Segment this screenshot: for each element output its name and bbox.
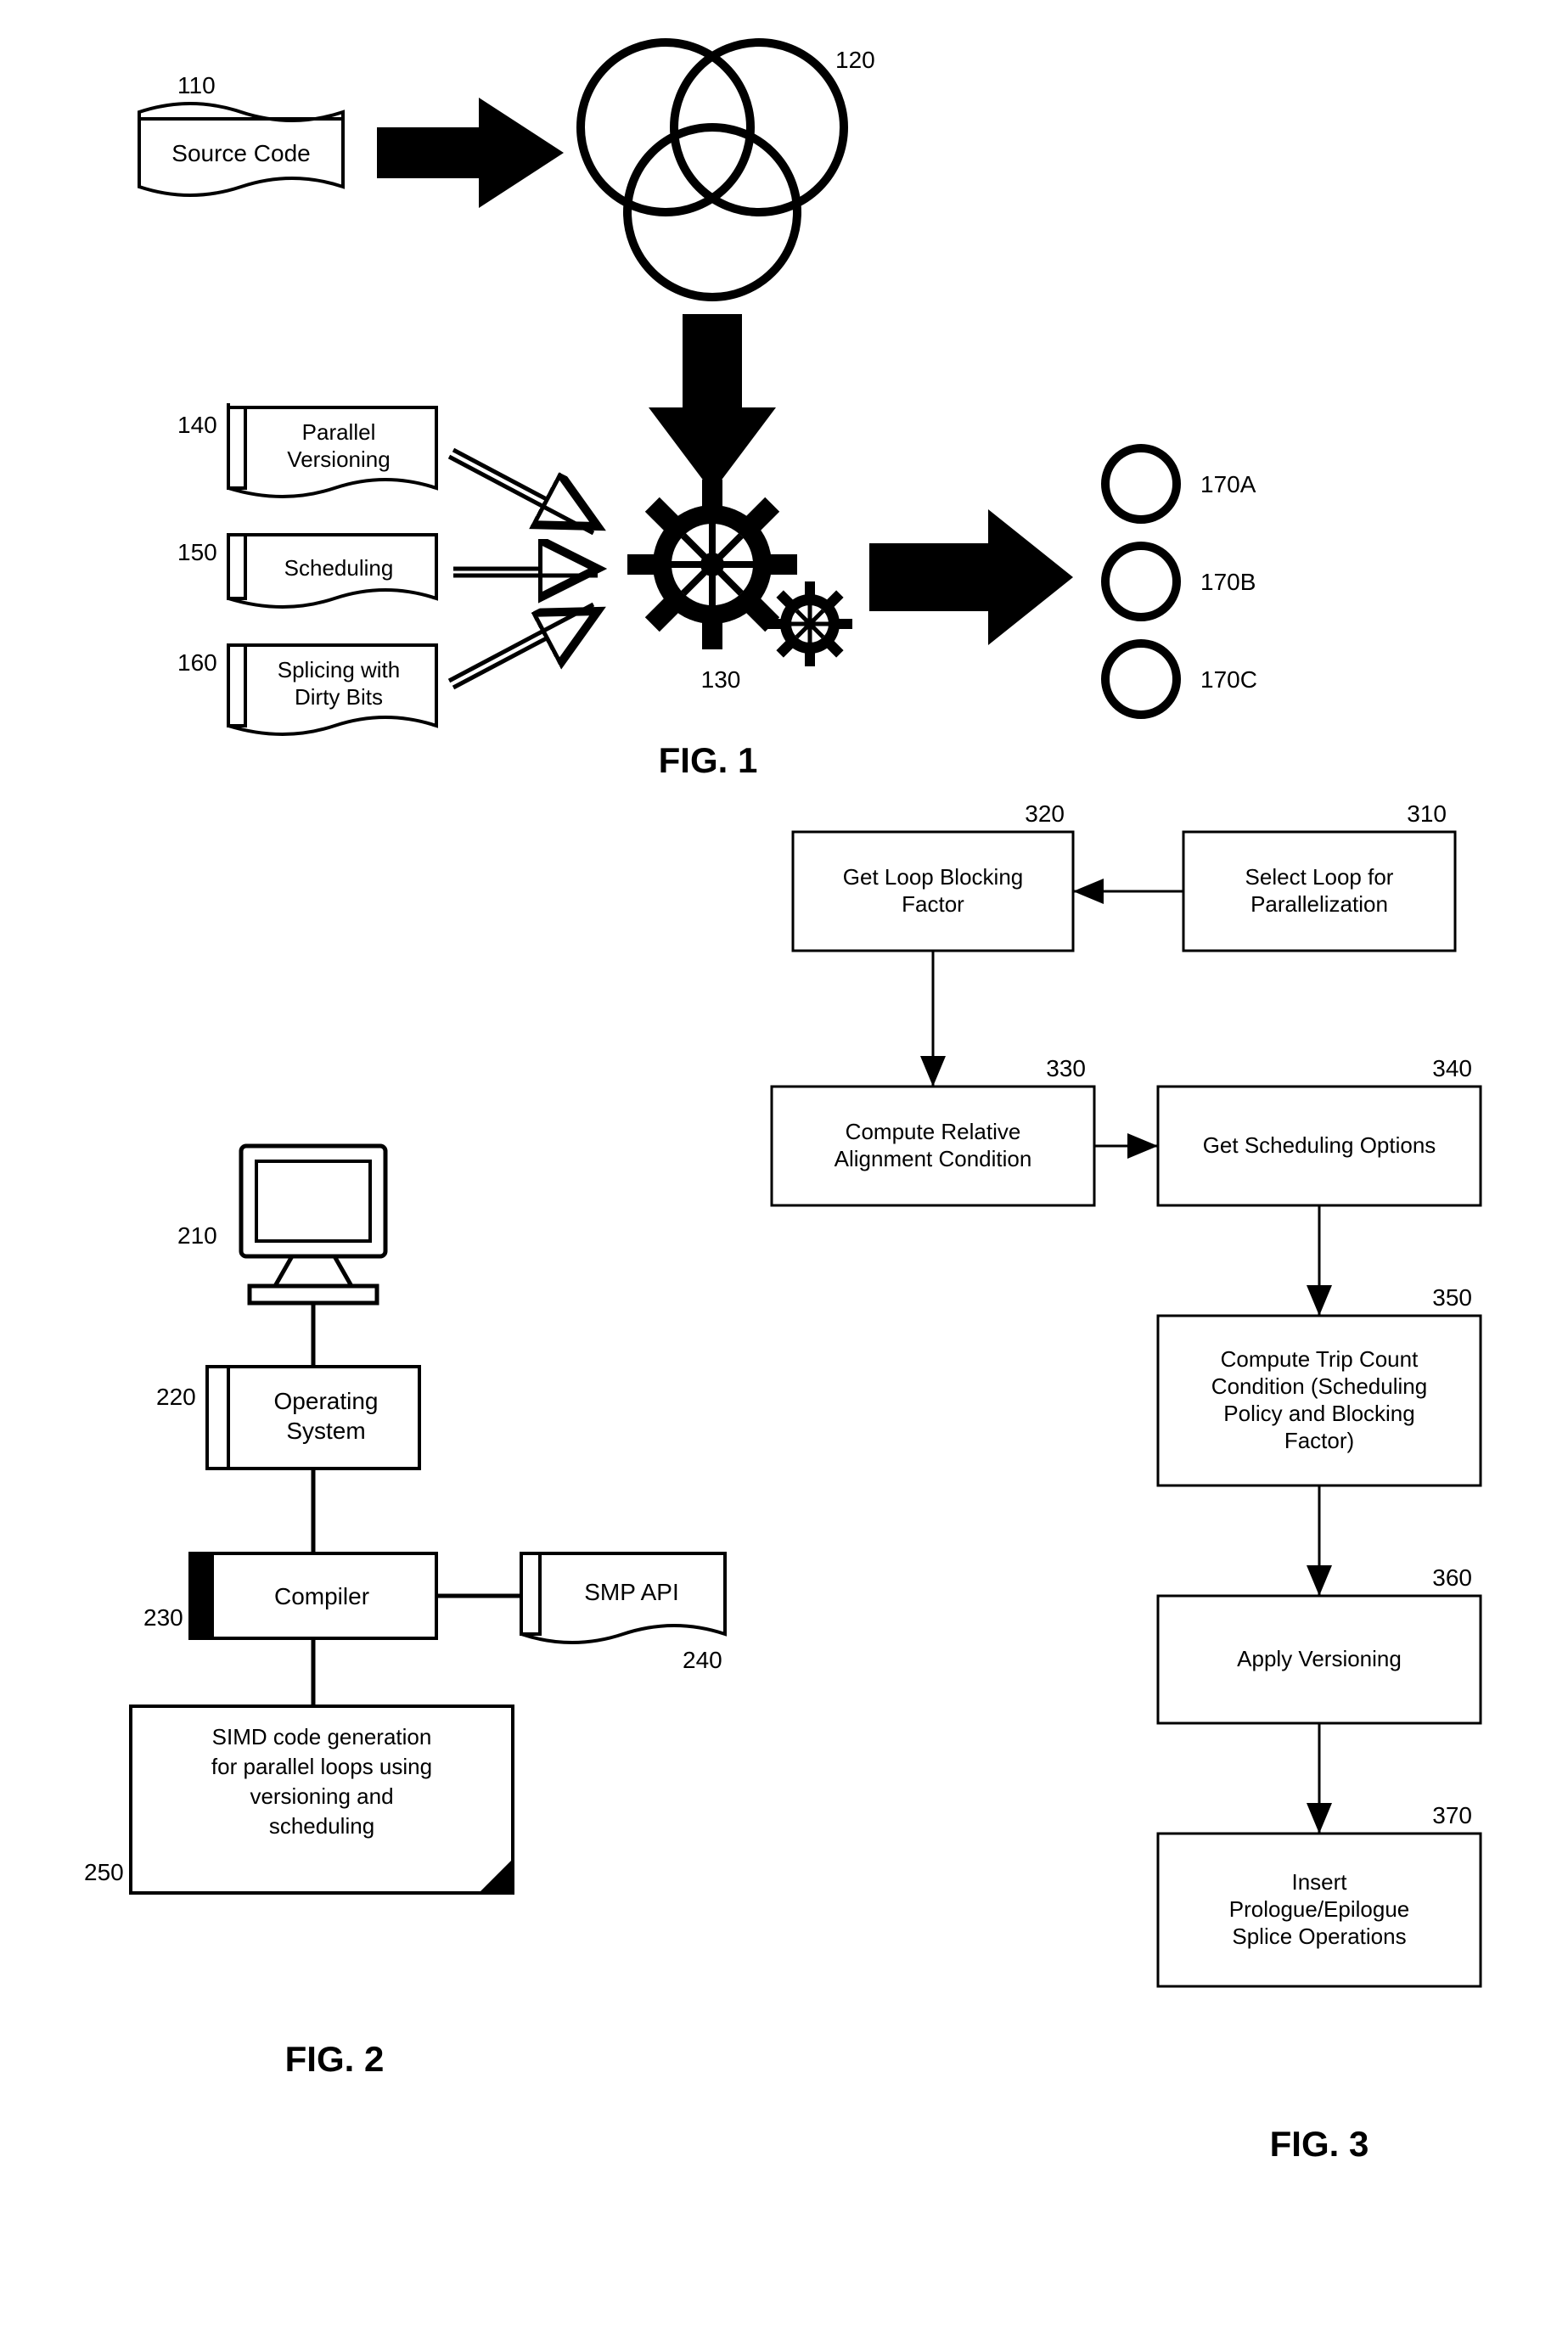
svg-text:Splice Operations: Splice Operations [1232,1924,1406,1949]
input-0-line2: Versioning [287,446,390,472]
svg-text:Select Loop for: Select Loop for [1245,864,1393,890]
svg-text:Get Scheduling Options: Get Scheduling Options [1202,1132,1436,1158]
smp-box: SMP API 240 [521,1553,725,1673]
ref-170b: 170B [1200,569,1256,595]
input-1-label: Scheduling [284,555,393,581]
fig3-node-310: 310 Select Loop forParallelization [1183,800,1455,951]
svg-text:Compute Trip Count: Compute Trip Count [1220,1346,1418,1372]
ref-160: 160 [177,649,217,676]
gears-icon: 130 [592,445,869,693]
svg-text:360: 360 [1432,1564,1472,1591]
ref-150: 150 [177,539,217,565]
fig1-svg: Source Code 110 120 Parallel Versioning … [37,34,1531,798]
svg-text:Operating: Operating [273,1388,378,1414]
fig23-svg: 310 Select Loop forParallelization 320 Get … [37,798,1531,2241]
ref-130: 130 [700,666,740,693]
input-2-line2: Dirty Bits [295,684,383,710]
svg-text:SIMD code generation: SIMD code generation [211,1724,431,1749]
fig3-node-340: 340 Get Scheduling Options [1158,1055,1481,1205]
venn-icon: 120 [581,42,875,297]
svg-text:320: 320 [1025,800,1065,827]
fig1-title: FIG. 1 [658,740,757,780]
svg-text:Policy and Blocking: Policy and Blocking [1223,1401,1414,1426]
svg-text:350: 350 [1432,1284,1472,1311]
svg-text:310: 310 [1407,800,1447,827]
fig2-title: FIG. 2 [284,2039,384,2079]
output-circles: 170A 170B 170C [1105,448,1257,715]
ref-120: 120 [835,47,875,73]
fig3-node-320: 320 Get Loop BlockingFactor [793,800,1073,951]
ref-110: 110 [177,72,216,98]
compiler-label: Compiler [273,1583,368,1609]
input-2-line1: Splicing with [277,657,400,682]
svg-text:Factor: Factor [902,891,964,917]
svg-text:Compute Relative: Compute Relative [845,1119,1020,1144]
arrow-venn-to-gears [649,314,776,492]
arrow-source-to-venn [377,98,564,208]
svg-text:Condition (Scheduling: Condition (Scheduling [1211,1373,1426,1399]
source-code-label: Source Code [171,140,310,166]
os-box: Operating System 220 [156,1367,419,1469]
ref-140: 140 [177,412,217,438]
svg-text:Parallelization: Parallelization [1250,891,1388,917]
arrow-gears-to-outputs [869,509,1073,645]
svg-text:scheduling: scheduling [268,1813,374,1839]
svg-text:Insert: Insert [1291,1869,1347,1895]
ref-240: 240 [683,1647,722,1673]
fig1-inputs: Parallel Versioning 140 Scheduling 150 S… [177,403,436,734]
fig3: 310 Select Loop forParallelization 320 Get … [772,800,1481,2164]
computer-icon: 210 [177,1146,385,1303]
svg-text:370: 370 [1432,1802,1472,1828]
ref-230: 230 [143,1604,183,1631]
smp-label: SMP API [584,1579,679,1605]
ref-170a: 170A [1200,471,1256,497]
fig3-title: FIG. 3 [1269,2124,1368,2164]
svg-text:330: 330 [1046,1055,1086,1081]
fig2: 210 Operating System 220 Compiler 230 SM… [84,1146,725,2079]
simd-box: SIMD code generation for parallel loops … [84,1706,513,1893]
svg-text:Get Loop Blocking: Get Loop Blocking [842,864,1022,890]
ref-170c: 170C [1200,666,1257,693]
svg-text:Alignment Condition: Alignment Condition [834,1146,1031,1171]
ref-220: 220 [156,1384,196,1410]
input-0-line1: Parallel [301,419,375,445]
source-code-doc: Source Code 110 [139,72,343,195]
svg-text:Factor): Factor) [1284,1428,1353,1453]
svg-text:340: 340 [1432,1055,1472,1081]
svg-text:for parallel loops using: for parallel loops using [211,1754,431,1779]
svg-text:Prologue/Epilogue: Prologue/Epilogue [1228,1896,1409,1922]
doc-arrows [449,450,598,688]
compiler-box: Compiler 230 [143,1553,436,1638]
ref-210: 210 [177,1222,217,1249]
svg-text:Apply Versioning: Apply Versioning [1237,1646,1402,1671]
svg-text:versioning and: versioning and [250,1783,393,1809]
ref-250: 250 [84,1859,124,1885]
svg-text:System: System [286,1418,365,1444]
